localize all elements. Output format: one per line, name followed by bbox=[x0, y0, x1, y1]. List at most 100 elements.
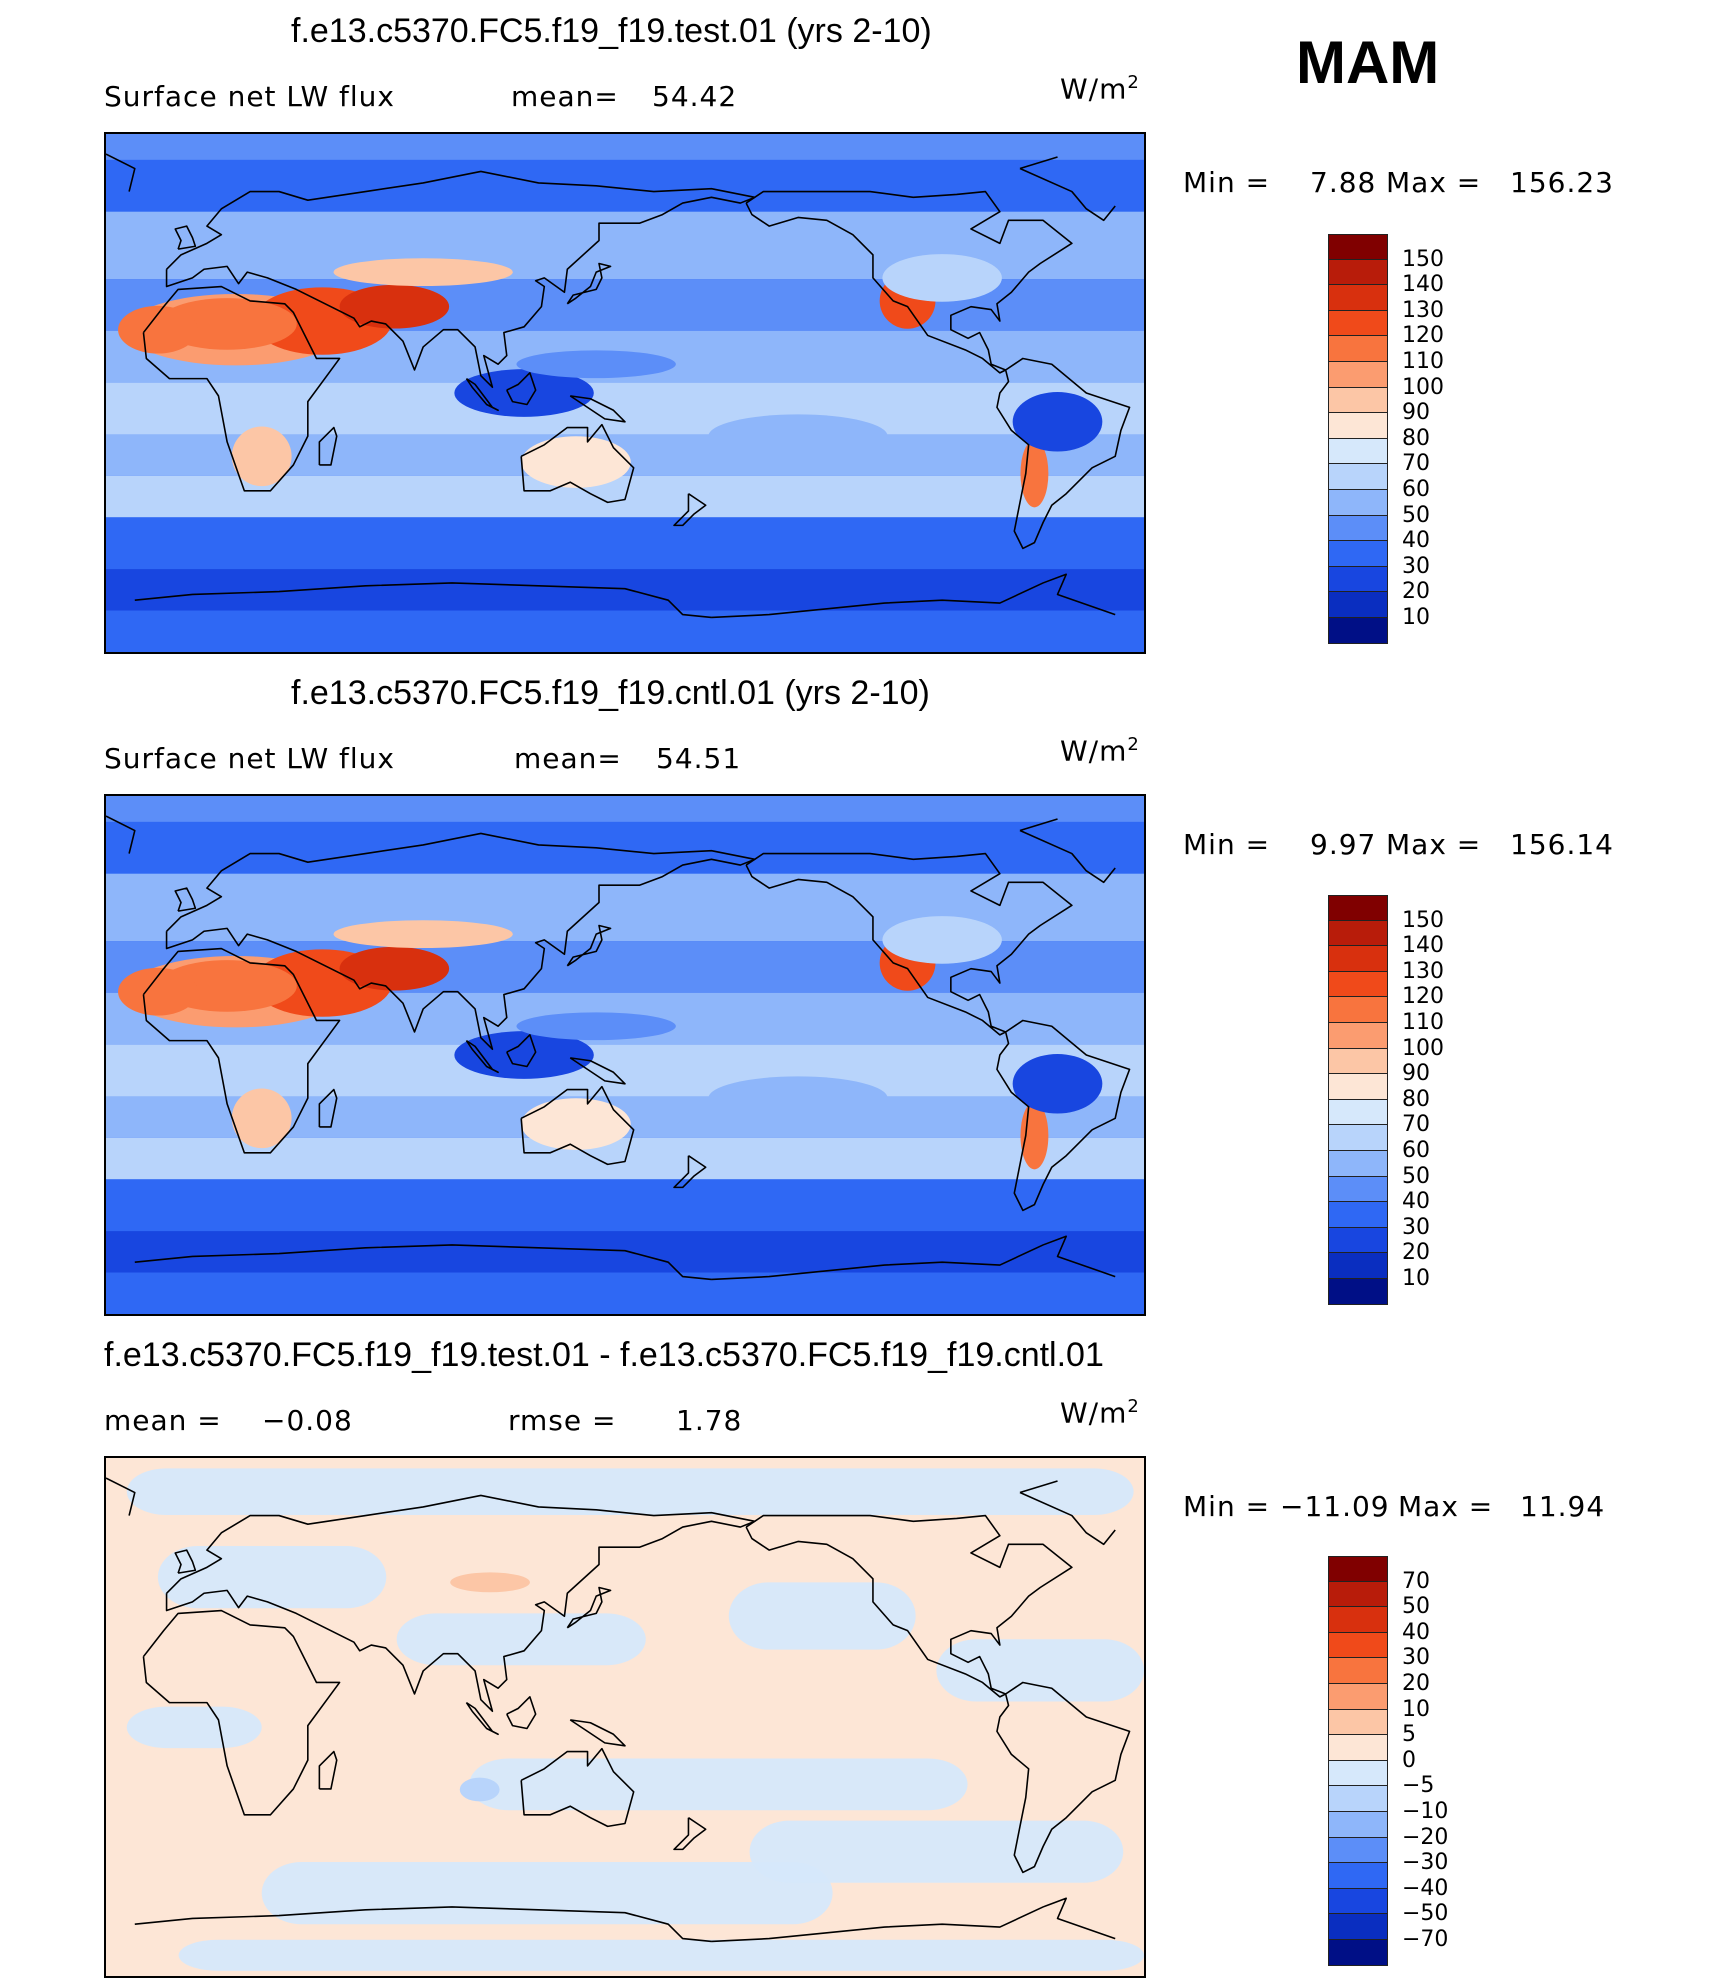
field-anomaly-region bbox=[516, 350, 676, 379]
colorbar-cell bbox=[1328, 566, 1388, 593]
panel-test-max-value: 156.23 bbox=[1510, 166, 1614, 199]
colorbar-level-label: 50 bbox=[1402, 1594, 1430, 1620]
coastline bbox=[106, 153, 136, 192]
map-cntl bbox=[104, 794, 1146, 1316]
coastline bbox=[711, 1897, 1116, 1943]
coastline bbox=[1019, 1491, 1116, 1546]
panel-diff-rmse-value: 1.78 bbox=[676, 1404, 743, 1437]
coastline bbox=[142, 947, 341, 1154]
colorbar-level-label: 110 bbox=[1402, 349, 1444, 374]
colorbar-level-label: 30 bbox=[1402, 1645, 1430, 1671]
field-anomaly-region bbox=[1012, 1054, 1103, 1114]
colorbar-level-label: −70 bbox=[1402, 1927, 1449, 1952]
map-test bbox=[104, 132, 1146, 654]
latitude-band bbox=[106, 517, 1144, 570]
colorbar-level-label: 130 bbox=[1402, 297, 1444, 323]
colorbar-cell bbox=[1328, 1735, 1388, 1761]
coastline bbox=[673, 493, 707, 527]
colorbar-cell bbox=[1328, 895, 1388, 921]
latitude-band bbox=[106, 821, 1144, 874]
colorbar-level-label: 40 bbox=[1402, 1189, 1430, 1215]
colorbar-cell bbox=[1328, 515, 1388, 542]
latitude-band bbox=[106, 382, 1144, 435]
colorbar-level-label: −40 bbox=[1402, 1875, 1449, 1901]
field-anomaly-region bbox=[882, 916, 1002, 964]
panel-cntl-max-value: 156.14 bbox=[1510, 828, 1614, 861]
colorbar-level-label: 90 bbox=[1402, 400, 1430, 426]
map-cntl-svg bbox=[106, 796, 1144, 1314]
coastline bbox=[134, 1906, 712, 1943]
panel-diff-max-value: 11.94 bbox=[1520, 1490, 1606, 1523]
colorbar-cell bbox=[1328, 617, 1388, 644]
colorbar-cell bbox=[1328, 1556, 1388, 1582]
coastline bbox=[106, 1477, 136, 1516]
colorbar-cell bbox=[1328, 1658, 1388, 1684]
coastline bbox=[996, 357, 1131, 550]
colorbar-level-label: 40 bbox=[1402, 1619, 1430, 1645]
colorbar-level-label: 30 bbox=[1402, 1214, 1430, 1240]
colorbar-cell bbox=[1328, 361, 1388, 388]
colorbar-level-label: 70 bbox=[1402, 451, 1430, 477]
colorbar-level-label: 150 bbox=[1402, 907, 1444, 933]
coastline bbox=[520, 423, 635, 504]
colorbar-level-label: −30 bbox=[1402, 1850, 1449, 1876]
diff-negative-region bbox=[157, 1546, 387, 1609]
field-anomaly-region bbox=[521, 1098, 631, 1150]
coastline bbox=[506, 1696, 537, 1730]
panel-test-title: f.e13.c5370.FC5.f19_f19.test.01 (yrs 2-1… bbox=[291, 12, 932, 50]
colorbar-cell bbox=[1328, 464, 1388, 490]
panel-cntl-min-label: Min = bbox=[1183, 828, 1271, 861]
coastline bbox=[1019, 167, 1116, 222]
colorbar-level-label: 80 bbox=[1402, 1086, 1430, 1112]
units-exponent: 2 bbox=[1127, 734, 1140, 755]
field-anomaly-region bbox=[231, 1088, 292, 1149]
colorbar-level-label: 60 bbox=[1402, 477, 1430, 502]
diff-negative-region bbox=[749, 1820, 1124, 1883]
panel-cntl-title: f.e13.c5370.FC5.f19_f19.cntl.01 (yrs 2-1… bbox=[291, 674, 930, 712]
colorbar-level-label: 30 bbox=[1402, 553, 1430, 579]
latitude-band bbox=[106, 159, 1144, 212]
colorbar-cell bbox=[1328, 1683, 1388, 1710]
colorbar-level-label: 10 bbox=[1402, 605, 1430, 630]
field-anomaly-region bbox=[333, 920, 513, 949]
coastline bbox=[174, 887, 197, 912]
panel-cntl-field: Surface net LW flux bbox=[104, 742, 395, 775]
panel-diff-mean-label: mean = bbox=[104, 1404, 222, 1437]
colorbar-cell bbox=[1328, 310, 1388, 337]
coastline bbox=[673, 1817, 707, 1851]
colorbar-cell bbox=[1328, 1709, 1388, 1736]
colorbar-cell bbox=[1328, 438, 1388, 465]
field-anomaly-region bbox=[1012, 392, 1103, 452]
field-anomaly-region bbox=[339, 946, 450, 991]
units-base: W/m bbox=[1060, 1396, 1128, 1430]
colorbar-cell bbox=[1328, 285, 1388, 311]
colorbar-cell bbox=[1328, 1125, 1388, 1151]
colorbar-level-label: 60 bbox=[1402, 1138, 1430, 1163]
diff-positive-region bbox=[450, 1572, 530, 1593]
diff-negative-region bbox=[178, 1939, 1144, 1971]
colorbar-level-label: 140 bbox=[1402, 933, 1444, 959]
colorbar-cell bbox=[1328, 1939, 1388, 1966]
diff-negative-region bbox=[936, 1639, 1144, 1702]
colorbar-level-label: 50 bbox=[1402, 1163, 1430, 1189]
coastline bbox=[1019, 156, 1058, 170]
colorbar-level-label: 110 bbox=[1402, 1010, 1444, 1035]
coastline bbox=[134, 582, 712, 619]
colorbar-cell bbox=[1328, 1581, 1388, 1608]
latitude-band bbox=[106, 134, 1144, 160]
colorbar-level-label: 10 bbox=[1402, 1696, 1430, 1722]
colorbar-level-label: 20 bbox=[1402, 579, 1430, 605]
colorbar-cell bbox=[1328, 1888, 1388, 1915]
colorbar-cell bbox=[1328, 1150, 1388, 1177]
field-anomaly-region bbox=[339, 284, 450, 329]
coastline bbox=[465, 377, 499, 412]
panel-test-mean-value: 54.42 bbox=[652, 80, 738, 113]
colorbar-level-label: 20 bbox=[1402, 1671, 1430, 1696]
coastline bbox=[174, 225, 197, 250]
colorbar-level-label: 0 bbox=[1402, 1747, 1416, 1773]
panel-cntl-min-value: 9.97 bbox=[1310, 828, 1377, 861]
panel-test-min-value: 7.88 bbox=[1310, 166, 1377, 199]
colorbar-cell bbox=[1328, 1607, 1388, 1633]
panel-cntl-units: W/m2 bbox=[1060, 734, 1140, 767]
coastline bbox=[174, 1549, 197, 1574]
